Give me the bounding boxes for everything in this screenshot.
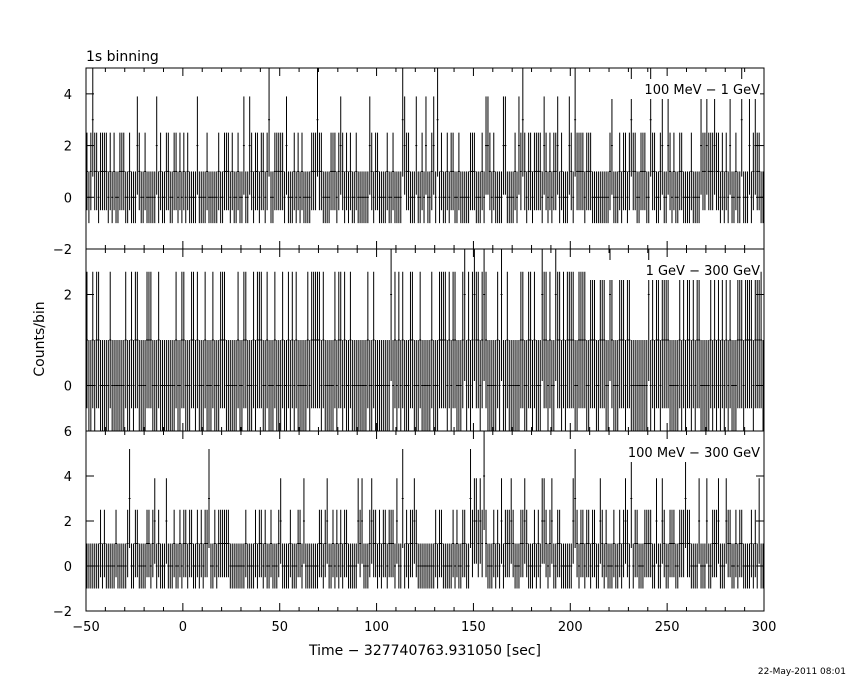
panel-label-bg — [588, 260, 760, 280]
series-bins — [86, 249, 764, 431]
y-axis-label: Counts/bin — [32, 301, 48, 376]
x-tick-label: 150 — [461, 620, 486, 635]
y-tick-label: 0 — [64, 380, 72, 395]
panel-label-bg — [588, 79, 760, 99]
panel-1gev-300gev: 0 2 1 GeV − 300 GeV — [64, 248, 765, 432]
series-bins — [86, 431, 764, 589]
y-tick-label: −2 — [53, 243, 72, 258]
x-tick-label: 200 — [558, 620, 583, 635]
x-tick-label: 250 — [655, 620, 680, 635]
x-tick-label: 0 — [179, 620, 187, 635]
x-tick-label: −50 — [72, 620, 99, 635]
y-tick-label: 0 — [64, 560, 72, 575]
y-tick-label: 2 — [64, 515, 72, 530]
x-tick-label: 300 — [752, 620, 777, 635]
panel-label: 100 MeV − 1 GeV — [644, 83, 760, 98]
x-axis-label: Time − 327740763.931050 [sec] — [308, 643, 541, 659]
x-tick-label: 50 — [271, 620, 288, 635]
timestamp-footer: 22-May-2011 08:01 — [758, 667, 846, 677]
panel-100mev-1gev: −2 0 2 4 100 MeV − 1 GeV — [53, 67, 765, 258]
y-tick-label: 4 — [64, 88, 72, 103]
panel-label: 100 MeV − 300 GeV — [628, 446, 760, 461]
panel-label: 1 GeV − 300 GeV — [646, 264, 761, 279]
y-tick-label: 2 — [64, 289, 72, 304]
y-tick-label: 4 — [64, 470, 72, 485]
y-tick-label: −2 — [53, 605, 72, 620]
y-tick-label: 2 — [64, 140, 72, 155]
y-tick-label: 0 — [64, 191, 72, 206]
series-bins — [86, 68, 764, 224]
x-tick-label: 100 — [364, 620, 389, 635]
panel-label-bg — [588, 442, 760, 462]
panel-100mev-300gev: −2 0 2 4 6 −50 0 50 100 150 200 250 300 100 MeV − 300… — [53, 425, 777, 635]
figure-title: 1s binning — [86, 49, 159, 65]
y-tick-label: 6 — [64, 425, 72, 440]
